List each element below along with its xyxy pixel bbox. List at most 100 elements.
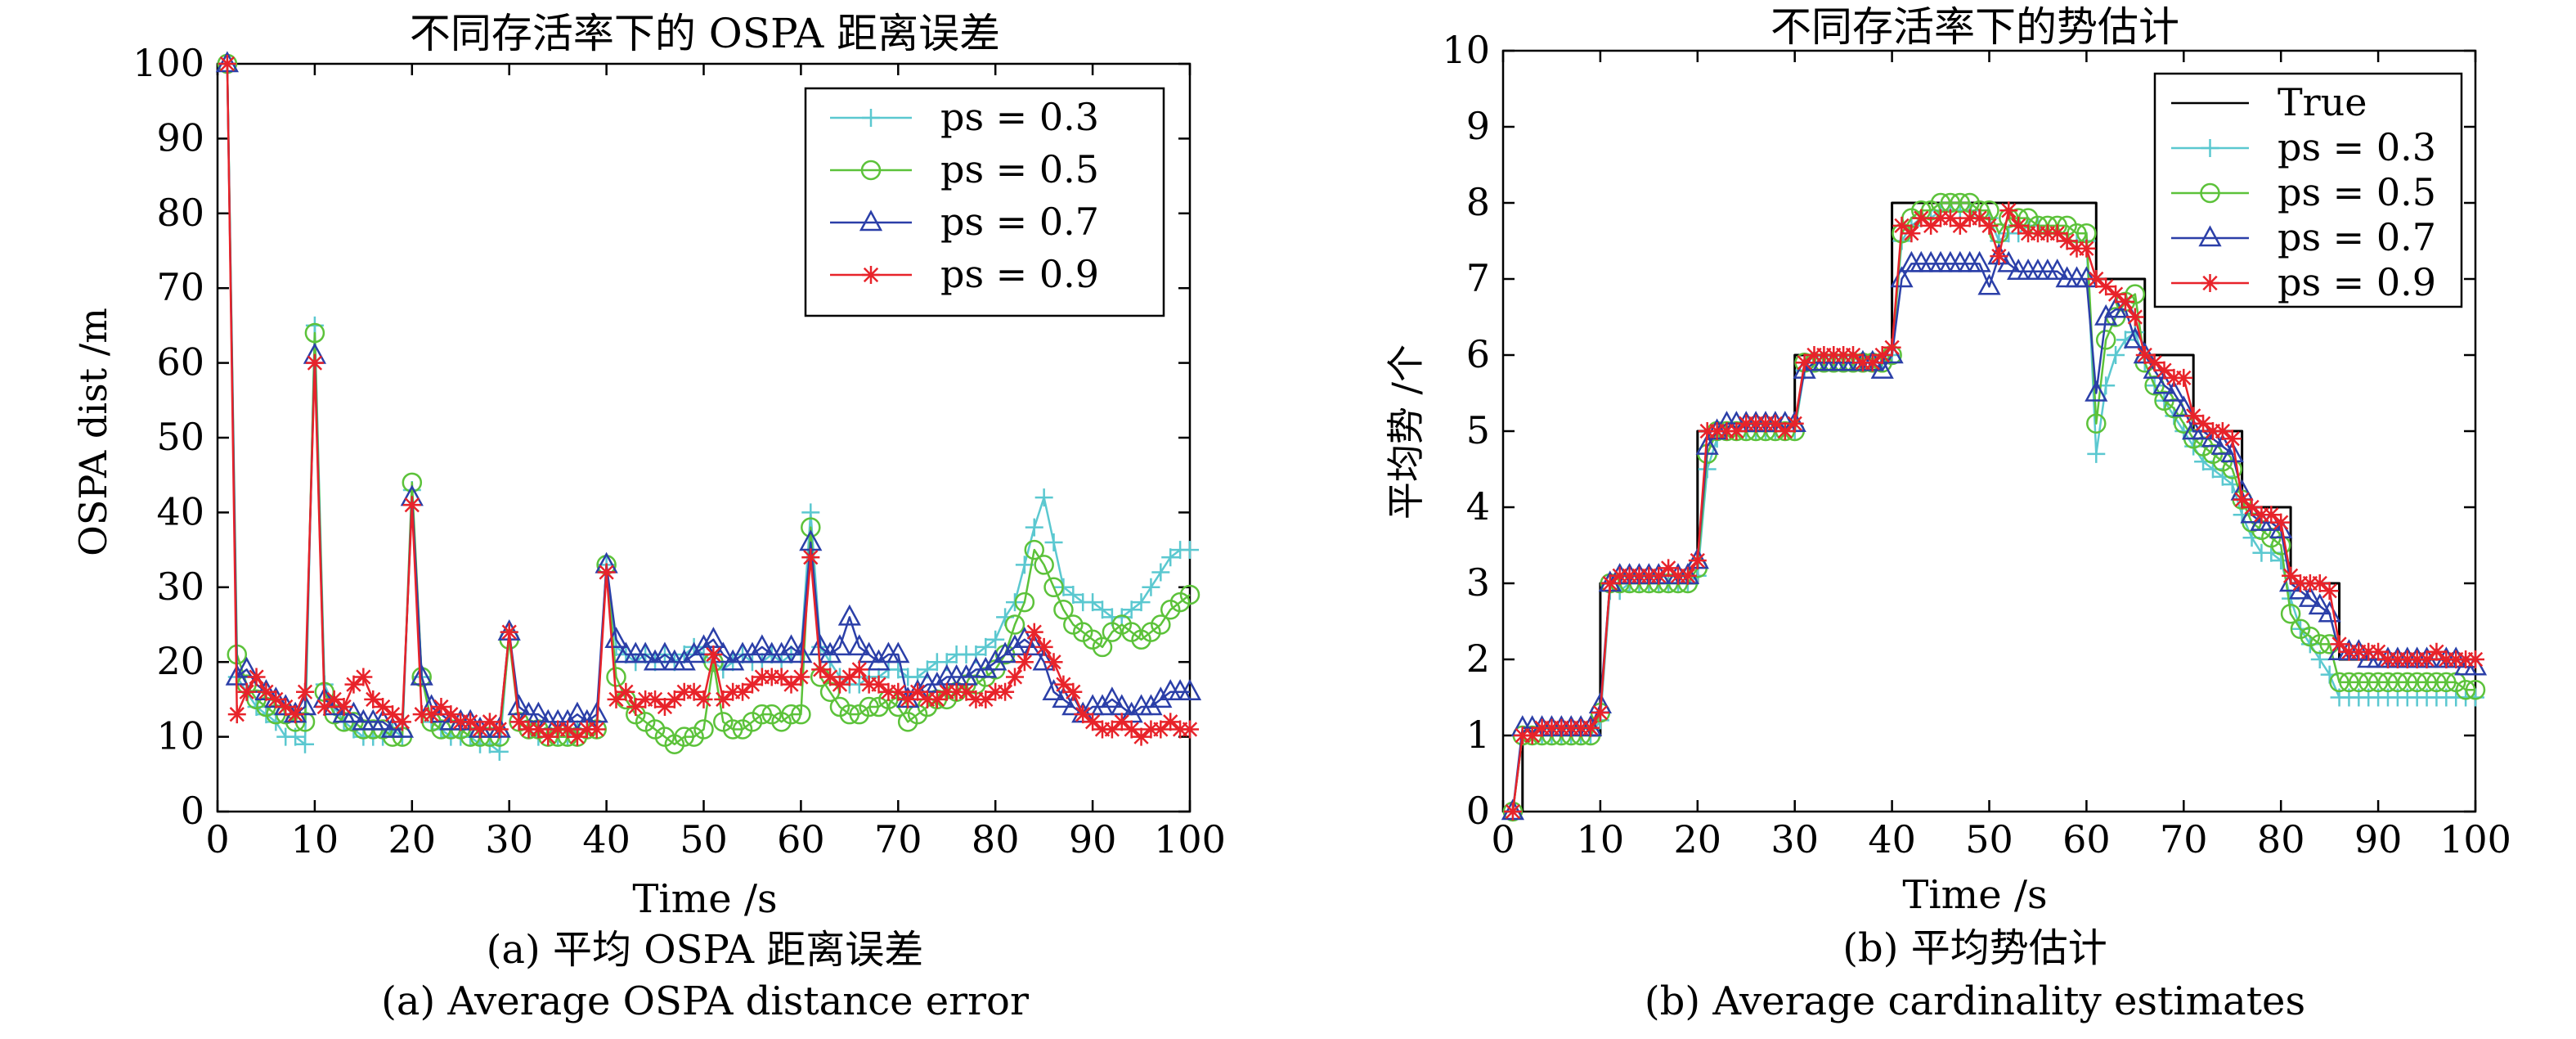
data-point xyxy=(2116,292,2134,311)
x-tick-label: 70 xyxy=(874,817,922,861)
data-point xyxy=(1161,713,1180,731)
data-point xyxy=(714,690,733,708)
data-point xyxy=(2045,259,2069,280)
x-tick-label: 40 xyxy=(582,817,631,861)
x-tick-label: 20 xyxy=(388,817,437,861)
data-point xyxy=(1678,566,1697,585)
data-point xyxy=(500,623,518,641)
data-point xyxy=(1161,548,1180,567)
data-point xyxy=(2330,635,2349,654)
x-tick-label: 90 xyxy=(1069,817,1117,861)
data-point xyxy=(2349,642,2368,661)
data-point xyxy=(1179,584,1200,605)
data-point xyxy=(2417,650,2436,668)
data-point xyxy=(597,563,616,582)
data-point xyxy=(1054,675,1073,694)
legend-item: ps = 0.9 xyxy=(2171,260,2436,304)
y-tick-label: 90 xyxy=(156,115,204,160)
data-point xyxy=(1938,250,1963,272)
data-point xyxy=(1910,250,1933,272)
data-point xyxy=(889,682,908,701)
data-point xyxy=(2378,650,2397,668)
data-point xyxy=(2310,574,2329,592)
x-tick-label: 0 xyxy=(205,817,229,861)
data-point xyxy=(2436,672,2457,693)
legend-item: ps = 0.3 xyxy=(2171,125,2436,169)
data-point xyxy=(986,682,1005,701)
data-point xyxy=(2309,634,2331,654)
y-tick-label: 20 xyxy=(156,639,204,683)
data-point xyxy=(2280,603,2301,624)
data-point xyxy=(1990,247,2008,266)
data-point xyxy=(1928,250,1953,272)
data-point xyxy=(1084,713,1102,731)
data-point xyxy=(818,641,842,663)
legend-marker xyxy=(2198,225,2222,247)
x-tick-label: 50 xyxy=(1965,817,2013,861)
data-point xyxy=(734,682,752,701)
data-point xyxy=(2162,380,2186,402)
data-point xyxy=(2282,566,2300,585)
data-point xyxy=(296,682,315,701)
x-axis-label: Time /s xyxy=(632,876,777,922)
data-point xyxy=(1970,209,1989,227)
data-point xyxy=(1005,668,1024,686)
data-point xyxy=(1948,250,1972,272)
data-point xyxy=(2028,224,2047,243)
data-point xyxy=(2223,430,2242,448)
x-tick-label: 100 xyxy=(2439,817,2511,861)
y-tick-label: 30 xyxy=(156,564,204,609)
data-point xyxy=(2398,650,2417,668)
data-point xyxy=(752,704,773,725)
data-point xyxy=(984,649,1008,671)
data-point xyxy=(811,660,830,679)
y-tick-label: 1 xyxy=(1466,713,1490,757)
data-point xyxy=(2097,277,2116,296)
data-point xyxy=(2125,308,2144,326)
data-point xyxy=(1950,216,1969,235)
y-tick-label: 6 xyxy=(1466,332,1490,376)
data-point xyxy=(402,496,421,515)
x-tick-label: 10 xyxy=(1577,817,1625,861)
data-point xyxy=(461,713,480,731)
data-point xyxy=(2016,259,2040,280)
data-point xyxy=(2359,642,2378,661)
y-tick-label: 5 xyxy=(1466,408,1490,452)
data-point xyxy=(809,634,832,656)
data-point xyxy=(1805,346,1824,364)
data-point xyxy=(1562,718,1581,737)
data-point xyxy=(646,690,665,708)
legend-box xyxy=(2153,72,2463,308)
data-point xyxy=(643,649,667,671)
data-point xyxy=(2222,459,2242,479)
data-point xyxy=(1980,216,1999,235)
data-point xyxy=(837,604,861,626)
data-point xyxy=(2291,574,2309,592)
x-tick-label: 80 xyxy=(2257,817,2305,861)
data-point xyxy=(724,682,743,701)
data-point xyxy=(1122,720,1141,739)
data-point xyxy=(1100,686,1124,708)
data-point xyxy=(354,668,373,686)
data-point xyxy=(1044,533,1063,551)
data-point xyxy=(1503,803,1522,821)
data-point xyxy=(993,641,1017,663)
data-point xyxy=(2457,650,2475,668)
data-point xyxy=(1785,414,1804,433)
series-line xyxy=(1512,201,2475,813)
data-point xyxy=(937,682,956,701)
y-tick-label: 0 xyxy=(1466,789,1490,833)
data-point xyxy=(839,704,860,725)
data-point xyxy=(2320,582,2339,600)
data-point xyxy=(286,705,305,724)
data-point xyxy=(2340,642,2358,661)
data-point xyxy=(772,668,791,686)
data-point xyxy=(2233,490,2251,509)
y-tick-label: 50 xyxy=(156,415,204,459)
x-tick-label: 50 xyxy=(680,817,728,861)
data-point xyxy=(587,720,606,739)
data-point xyxy=(1834,346,1853,364)
y-tick-label: 10 xyxy=(1442,28,1490,72)
data-point xyxy=(750,634,774,656)
data-point xyxy=(267,690,285,708)
